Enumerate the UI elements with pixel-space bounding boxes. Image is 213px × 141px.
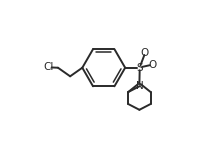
- Text: N: N: [135, 81, 143, 91]
- Text: S: S: [136, 63, 143, 73]
- Text: O: O: [141, 48, 149, 58]
- Text: Cl: Cl: [43, 62, 54, 72]
- Text: O: O: [148, 60, 156, 70]
